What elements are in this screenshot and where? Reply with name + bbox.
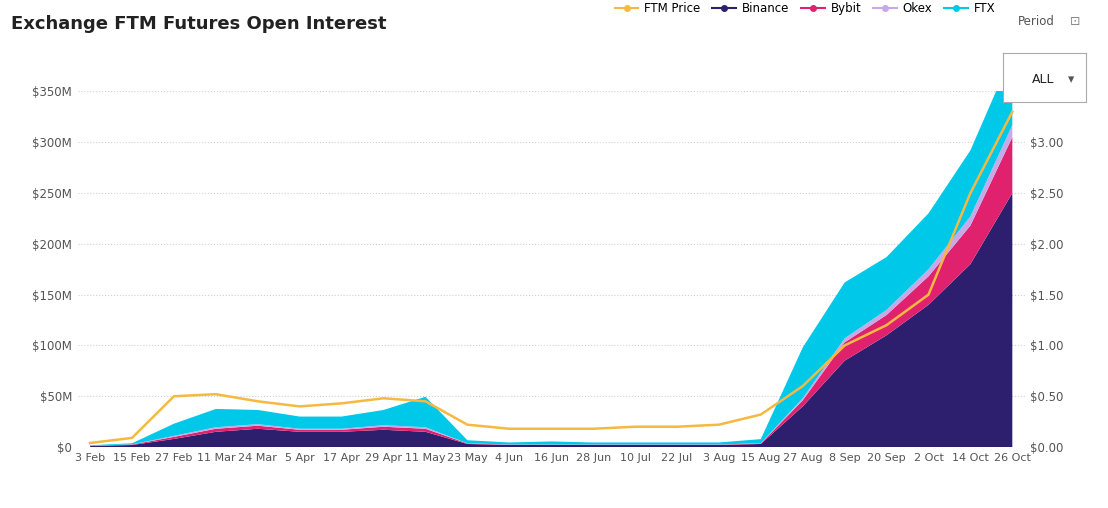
Text: Period: Period (1017, 15, 1055, 28)
Text: ALL: ALL (1032, 73, 1055, 86)
Text: ▾: ▾ (1068, 73, 1074, 86)
Legend: FTM Price, Binance, Bybit, Okex, FTX: FTM Price, Binance, Bybit, Okex, FTX (611, 0, 1001, 20)
Text: ⊡: ⊡ (1070, 15, 1080, 28)
Text: Exchange FTM Futures Open Interest: Exchange FTM Futures Open Interest (11, 15, 387, 33)
